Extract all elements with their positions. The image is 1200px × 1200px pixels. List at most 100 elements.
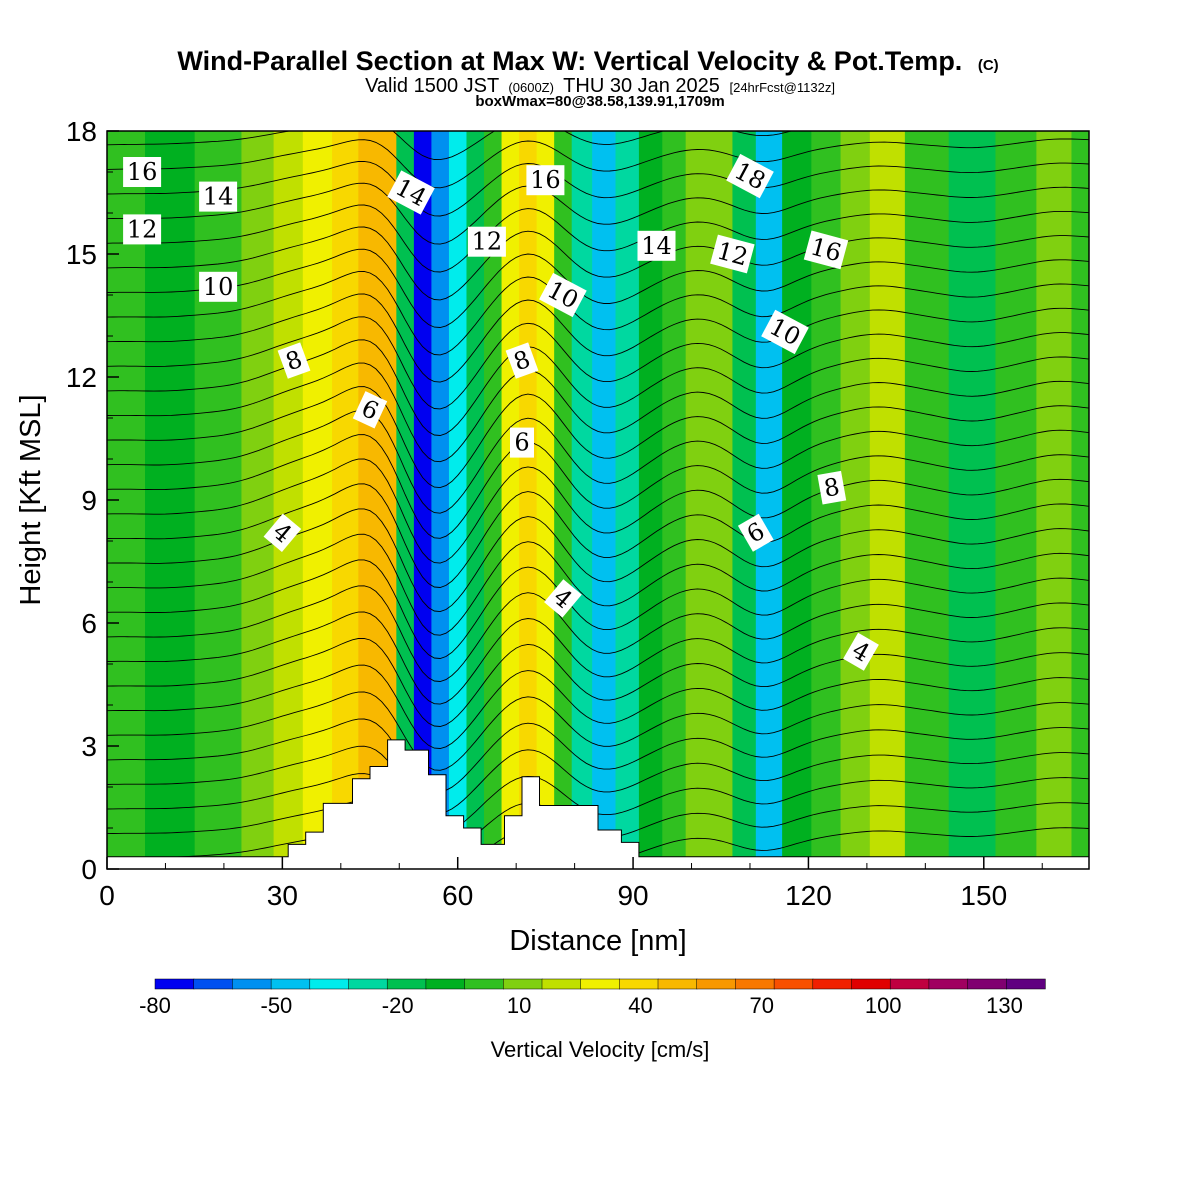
theta-contour-line: [107, 434, 1089, 539]
colorbar-tick-label: 130: [986, 993, 1023, 1018]
contour-label-text: 6: [514, 429, 529, 457]
theta-contour-line: [107, 483, 1089, 588]
velocity-band: [1071, 131, 1089, 869]
velocity-band: [431, 131, 450, 869]
colorbar-swatch: [464, 978, 504, 990]
y-tick-label: 9: [81, 485, 97, 516]
colorbar-swatch: [657, 978, 698, 990]
theta-contour-line: [107, 248, 1089, 328]
contour-label-box: [123, 214, 162, 245]
velocity-band: [904, 131, 950, 869]
y-axis-label: Height [Kft MSL]: [15, 394, 47, 605]
contour-label: 6: [510, 427, 534, 458]
contour-label: 12: [467, 226, 506, 257]
contour-label-box: [263, 513, 302, 553]
velocity-band: [396, 131, 415, 869]
contour-label-text: 12: [127, 215, 158, 243]
box-info: boxWmax=80@38.58,139.91,1709m: [475, 93, 724, 110]
velocity-band: [273, 131, 304, 869]
chart-title-unit: (C): [978, 57, 999, 74]
x-tick-label: 150: [960, 880, 1007, 911]
axes: 0 30 60 90 120 150 0 3 6 9 12 15 18: [66, 116, 1043, 911]
colorbar-swatch: [773, 978, 814, 990]
chart-title-main: Wind-Parallel Section at Max W: Vertical…: [177, 46, 962, 76]
x-tick-label: 60: [442, 880, 473, 911]
colorbar-tick-label: 40: [628, 993, 652, 1018]
theta-contour-line: [107, 138, 1089, 189]
velocity-band: [302, 131, 333, 869]
valid-date: THU 30 Jan 2025: [563, 75, 720, 97]
contour-label-text: 12: [472, 228, 503, 256]
contour-label: 16: [526, 165, 565, 196]
contour-label-box: [123, 157, 162, 187]
velocity-band: [685, 131, 710, 869]
contour-label-box: [510, 427, 534, 458]
colorbar-tick-label: -50: [261, 993, 293, 1018]
contour-label-box: [761, 309, 809, 355]
velocity-band: [554, 131, 573, 869]
y-tick-label: 12: [66, 362, 97, 393]
contour-label-box: [387, 170, 435, 215]
colorbar-swatch: [1006, 978, 1046, 990]
colorbar-swatch: [735, 978, 775, 990]
colorbar-tick-label: 70: [750, 993, 774, 1018]
contour-label-text: 16: [127, 158, 158, 186]
theta-contour-line: [107, 316, 1089, 410]
contour-label: 16: [123, 157, 162, 187]
colorbar-tick-label: 10: [507, 993, 531, 1018]
valid-utc: (0600Z): [508, 80, 554, 95]
velocity-band: [413, 131, 433, 869]
velocity-band: [869, 131, 906, 869]
colorbar-swatch: [812, 978, 853, 990]
colorbar-tick-label: 100: [865, 993, 902, 1018]
colorbar-swatch: [696, 978, 737, 990]
contour-label-box: [526, 165, 565, 196]
theta-contour-line: [107, 386, 1089, 489]
y-tick-label: 0: [81, 854, 97, 885]
colorbar-swatch: [309, 978, 350, 990]
colorbar-swatch: [386, 978, 427, 990]
velocity-band: [144, 131, 196, 869]
theta-contour-line: [107, 182, 1089, 245]
contour-label-text: 16: [530, 166, 561, 194]
velocity-band: [378, 131, 397, 869]
velocity-band: [194, 131, 243, 869]
contour-label: 10: [199, 271, 238, 302]
contour-label-box: [843, 632, 879, 671]
contour-label-box: [544, 579, 582, 618]
valid-prefix: Valid 1500 JST: [365, 75, 499, 97]
contour-label-box: [726, 153, 774, 199]
contour-label-box: [637, 230, 676, 261]
velocity-band: [782, 131, 812, 869]
contour-label-box: [539, 272, 587, 318]
colorbar-label: Vertical Velocity [cm/s]: [491, 1037, 710, 1062]
velocity-band: [592, 131, 617, 869]
contour-label-text: 8: [822, 473, 842, 503]
velocity-band: [332, 131, 359, 869]
contour-label-box: [277, 342, 311, 379]
velocity-band: [519, 131, 538, 869]
velocity-band: [571, 131, 593, 869]
contour-label-box: [467, 226, 506, 257]
y-tick-label: 18: [66, 116, 97, 147]
contour-label-box: [199, 181, 238, 212]
theta-contour-line: [107, 362, 1089, 463]
colorbar-swatch: [193, 978, 234, 990]
contour-label-box: [352, 391, 388, 429]
terrain-profile: [107, 739, 1089, 869]
y-tick-label: 15: [66, 239, 97, 270]
colorbar-swatch: [425, 978, 466, 990]
colorbar-swatch: [154, 978, 195, 990]
velocity-band: [709, 131, 734, 869]
theta-contour-line: [107, 637, 1089, 727]
contour-label-box: [737, 513, 774, 552]
x-tick-label: 90: [617, 880, 648, 911]
theta-contour-line: [107, 410, 1089, 514]
colorbar-swatch: [967, 978, 1007, 990]
theta-contour-line: [107, 664, 1089, 749]
theta-contour-line: [107, 131, 794, 161]
contour-label: 8: [505, 342, 539, 379]
chart-title: Wind-Parallel Section at Max W: Vertical…: [177, 46, 998, 76]
contour-label: 12: [123, 214, 162, 245]
